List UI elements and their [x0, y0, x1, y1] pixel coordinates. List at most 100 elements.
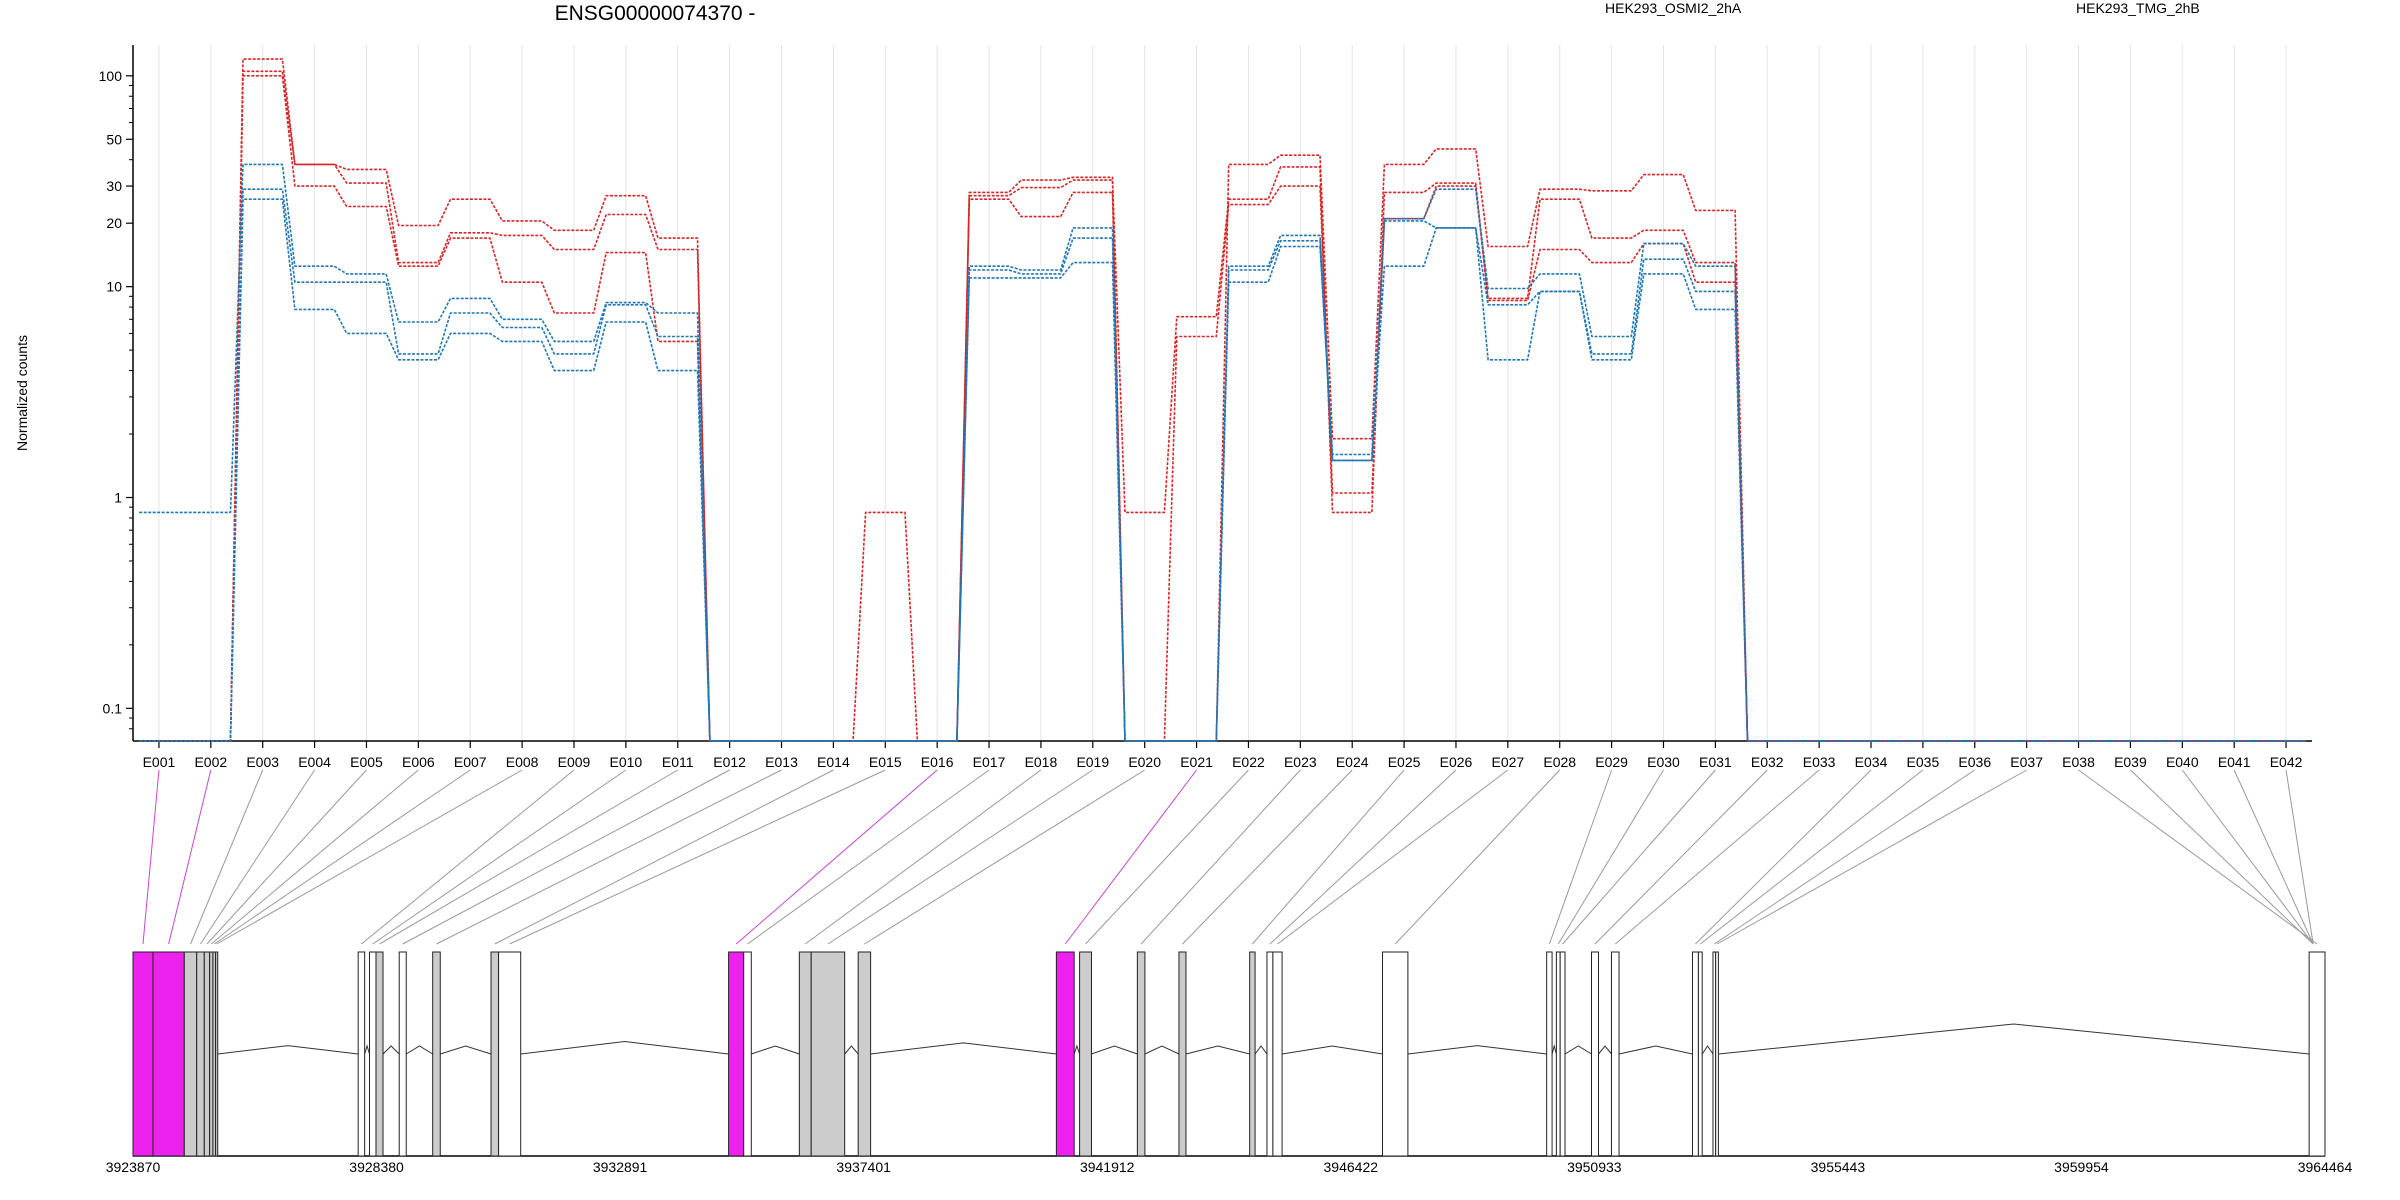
series-line-osmi2-3 — [139, 75, 2306, 742]
exon-connector — [2233, 769, 2314, 945]
x-tick-label-e029: E029 — [1595, 754, 1628, 770]
x-tick-label-e018: E018 — [1025, 754, 1058, 770]
exon-e037 — [1715, 951, 1719, 1157]
exon-connector — [1548, 769, 1613, 945]
exon-e028 — [1382, 951, 1409, 1157]
intron-line — [870, 1042, 1057, 1055]
chart-title: ENSG00000074370 - — [554, 2, 756, 25]
x-tick-label-e036: E036 — [1958, 754, 1991, 770]
exon-e010 — [369, 951, 377, 1157]
exon-e022 — [1079, 951, 1092, 1157]
intron-line — [1091, 1045, 1138, 1055]
exon-connector — [1252, 769, 1405, 945]
gene-model: 3923870 3928380 3932891 3937401 3941912 39464… — [106, 951, 2353, 1175]
intron-line — [405, 1045, 433, 1055]
exon-e002 — [152, 951, 185, 1157]
exon-connector — [213, 769, 471, 945]
intron-line — [1598, 1045, 1612, 1055]
exon-connector — [2130, 769, 2314, 945]
exon-connector — [747, 769, 990, 945]
x-tick-label-e001: E001 — [143, 754, 176, 770]
x-tick-label-e039: E039 — [2114, 754, 2147, 770]
y-tick-label: 50 — [106, 131, 122, 147]
exon-e015 — [498, 951, 522, 1157]
legend-label-osmi2: HEK293_OSMI2_2hA — [1605, 0, 1742, 16]
x-tick-label-e025: E025 — [1388, 754, 1421, 770]
exon-connector — [436, 769, 782, 945]
x-tick-label-e035: E035 — [1907, 754, 1940, 770]
exon-e032 — [1590, 951, 1600, 1157]
exon-e003 — [183, 951, 198, 1157]
coordinate-label: 3941912 — [1080, 1159, 1135, 1175]
grid-layer — [158, 45, 2287, 741]
intron-line — [217, 1045, 359, 1055]
exon-connector — [1269, 769, 1457, 945]
y-tick-label: 0.1 — [103, 700, 123, 716]
exon-connector — [1614, 769, 1820, 945]
exon-connector — [200, 769, 316, 945]
exon-e020 — [857, 951, 872, 1157]
x-tick-label-e012: E012 — [713, 754, 746, 770]
exon-connector — [210, 769, 419, 945]
intron-line — [1551, 1044, 1557, 1055]
exon-e021 — [1055, 951, 1075, 1157]
x-tick-label-e024: E024 — [1336, 754, 1369, 770]
exon-e024 — [1178, 951, 1187, 1157]
intron-line — [364, 1044, 370, 1055]
exon-connector — [379, 769, 679, 945]
exon-connector — [372, 769, 627, 945]
exon-e004 — [196, 951, 205, 1157]
exon-e026 — [1266, 951, 1274, 1157]
intron-line — [844, 1045, 859, 1055]
exon-e012 — [398, 951, 407, 1157]
x-tick-label-e011: E011 — [662, 754, 694, 770]
intron-line — [520, 1041, 729, 1055]
coordinate-label: 3964464 — [2298, 1159, 2353, 1175]
legend-label-tmg: HEK293_TMG_2hB — [2076, 0, 2200, 16]
exon-connector — [1714, 769, 1976, 945]
intron-line — [1718, 1023, 2310, 1055]
exon-connector — [2181, 769, 2314, 945]
exon-e011 — [375, 951, 384, 1157]
exon-e023 — [1136, 951, 1146, 1157]
exon-e013 — [432, 951, 441, 1157]
exon-e033 — [1610, 951, 1620, 1157]
exon-e030 — [1555, 951, 1561, 1157]
x-tick-label-e016: E016 — [921, 754, 954, 770]
x-tick-label-e040: E040 — [2166, 754, 2199, 770]
coordinate-label: 3946422 — [1324, 1159, 1379, 1175]
exon-connector — [168, 769, 212, 945]
x-tick-label-e034: E034 — [1855, 754, 1888, 770]
exon-connector — [1277, 769, 1509, 945]
exon-e001 — [132, 951, 154, 1157]
exon-e038 — [2308, 951, 2326, 1157]
exon-connector — [864, 769, 1145, 945]
exon-e029 — [1546, 951, 1553, 1157]
x-tick-label-e027: E027 — [1491, 754, 1524, 770]
x-tick-label-e033: E033 — [1803, 754, 1836, 770]
x-tick-label-e037: E037 — [2010, 754, 2043, 770]
x-tick-label-e005: E005 — [350, 754, 383, 770]
coordinate-label: 3950933 — [1567, 1159, 1622, 1175]
series-line-tmg-4 — [139, 163, 2306, 742]
exon-connector — [2285, 769, 2314, 945]
intron-line — [1701, 1045, 1714, 1055]
exon-e035 — [1697, 951, 1703, 1157]
series-layer — [139, 58, 2306, 742]
intron-line — [1144, 1045, 1180, 1055]
x-tick-label-e007: E007 — [454, 754, 487, 770]
connector-layer — [142, 769, 2318, 945]
x-tick-label-e021: E021 — [1180, 754, 1213, 770]
series-line-osmi2-1 — [139, 58, 2306, 742]
exon-connector — [190, 769, 264, 945]
exon-e034 — [1691, 951, 1699, 1157]
x-tick-label-e032: E032 — [1751, 754, 1784, 770]
exon-connector — [361, 769, 575, 945]
series-line-tmg-6 — [139, 198, 2306, 742]
x-tick-label-e014: E014 — [817, 754, 850, 770]
x-tick-label-e038: E038 — [2062, 754, 2095, 770]
intron-line — [1073, 1044, 1081, 1055]
exon-connector — [804, 769, 1042, 945]
exon-e009 — [357, 951, 366, 1157]
